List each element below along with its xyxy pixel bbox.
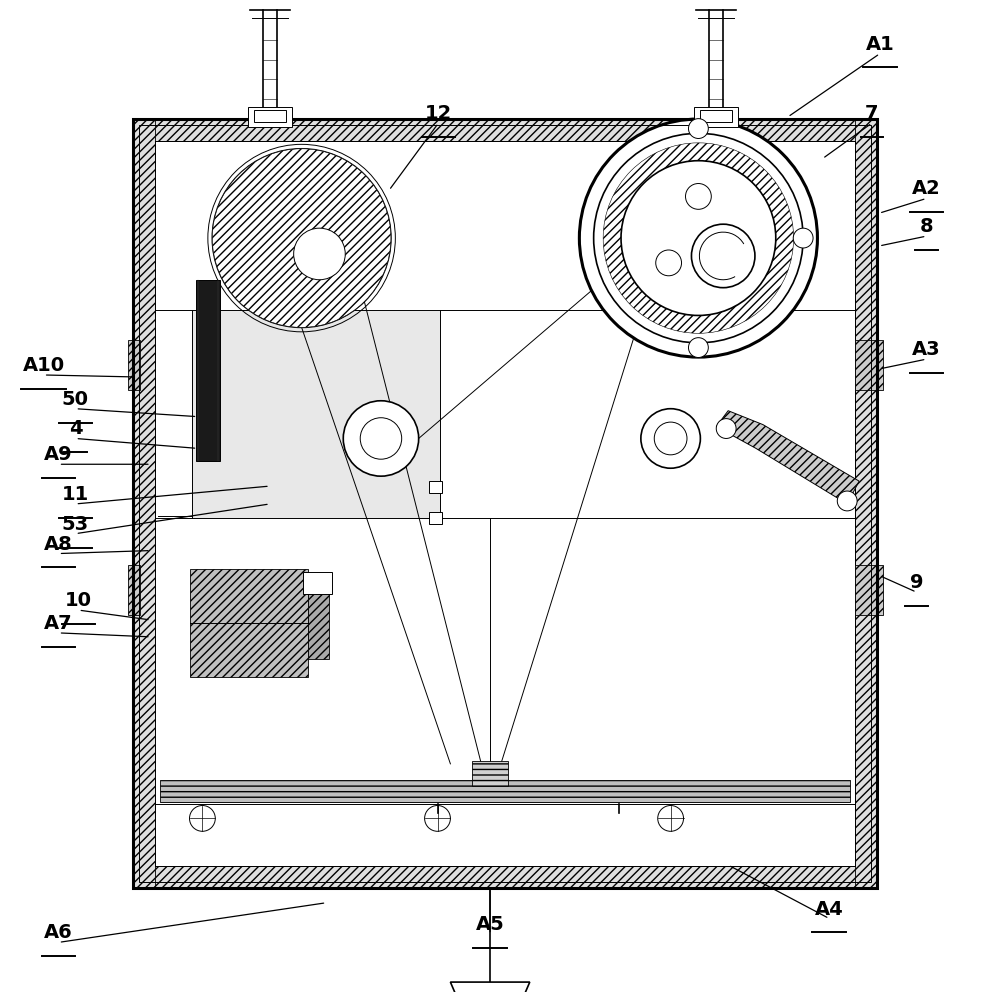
Circle shape xyxy=(343,401,419,476)
Bar xyxy=(133,866,877,888)
Circle shape xyxy=(212,149,391,327)
Text: 8: 8 xyxy=(920,217,933,236)
Text: 9: 9 xyxy=(910,573,923,592)
Circle shape xyxy=(425,806,450,831)
Bar xyxy=(160,780,850,802)
Circle shape xyxy=(688,119,708,139)
Circle shape xyxy=(594,133,803,343)
Text: A10: A10 xyxy=(23,356,65,375)
Text: 10: 10 xyxy=(65,591,92,610)
Text: 7: 7 xyxy=(865,104,879,123)
Text: 4: 4 xyxy=(69,420,82,438)
Circle shape xyxy=(190,806,215,831)
Text: A5: A5 xyxy=(476,916,504,934)
Text: 50: 50 xyxy=(62,390,89,409)
Text: A6: A6 xyxy=(44,924,73,942)
Bar xyxy=(190,569,308,677)
Bar xyxy=(248,107,292,127)
Text: A1: A1 xyxy=(866,35,894,54)
Circle shape xyxy=(212,149,391,327)
Bar xyxy=(308,587,329,659)
Bar xyxy=(855,565,883,615)
Circle shape xyxy=(641,409,700,468)
Circle shape xyxy=(686,184,711,209)
Bar xyxy=(139,125,871,882)
Text: 11: 11 xyxy=(62,485,89,504)
Bar xyxy=(429,481,442,493)
Bar xyxy=(192,310,440,518)
Circle shape xyxy=(360,418,402,459)
Circle shape xyxy=(716,419,736,438)
Text: A7: A7 xyxy=(44,614,73,633)
Circle shape xyxy=(603,143,794,333)
Text: 12: 12 xyxy=(425,104,452,123)
Bar xyxy=(133,119,877,888)
Bar xyxy=(128,565,140,615)
Circle shape xyxy=(658,806,684,831)
Bar xyxy=(133,119,155,888)
Text: A9: A9 xyxy=(44,445,73,464)
Circle shape xyxy=(837,491,857,511)
Bar xyxy=(133,119,877,888)
Bar xyxy=(694,107,738,127)
Circle shape xyxy=(579,119,817,357)
Text: A4: A4 xyxy=(815,900,844,919)
Circle shape xyxy=(294,228,345,280)
Bar xyxy=(133,119,877,141)
Bar xyxy=(855,340,883,390)
Polygon shape xyxy=(716,411,859,504)
Circle shape xyxy=(793,228,813,248)
Circle shape xyxy=(654,422,687,454)
Text: A3: A3 xyxy=(912,340,941,359)
Polygon shape xyxy=(450,982,530,992)
Text: 53: 53 xyxy=(62,515,89,534)
Bar xyxy=(128,340,140,390)
Circle shape xyxy=(691,224,755,288)
Bar xyxy=(472,761,508,786)
Text: A2: A2 xyxy=(912,180,941,198)
Bar xyxy=(196,280,220,461)
Circle shape xyxy=(688,337,708,357)
Text: A8: A8 xyxy=(44,535,73,554)
Circle shape xyxy=(656,250,682,276)
Bar xyxy=(254,110,286,122)
Bar xyxy=(429,512,442,524)
Bar xyxy=(700,110,732,122)
Circle shape xyxy=(621,161,776,315)
Bar xyxy=(303,572,332,594)
Bar xyxy=(855,119,877,888)
Circle shape xyxy=(715,250,741,276)
